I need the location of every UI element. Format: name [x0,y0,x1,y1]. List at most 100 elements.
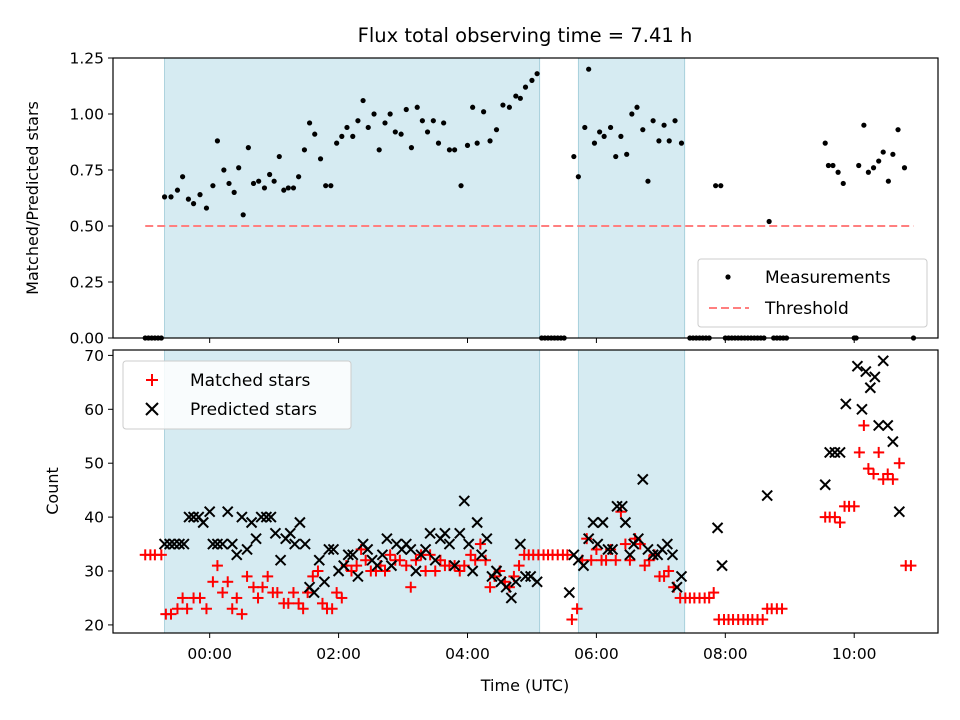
predicted-point [327,543,340,556]
matched-point [177,592,189,604]
predicted-point [222,506,234,518]
measurement-point [529,77,535,83]
measurement-point [210,183,216,189]
predicted-point [284,527,296,539]
predicted-point [490,565,503,577]
predicted-point [203,506,216,518]
predicted-point [207,538,219,550]
predicted-point [563,586,576,599]
measurement-point [312,131,318,137]
measurement-point [221,167,227,173]
matched-point [297,603,309,615]
predicted-point [338,559,350,572]
predicted-point [211,538,224,550]
measurement-point [500,102,506,108]
threshold-legend-label: Threshold [764,299,849,319]
predicted-point [168,538,180,550]
matched-point [312,565,324,577]
measurement-point [830,162,836,169]
measurement-point [629,111,635,117]
matched-point [222,576,234,588]
measurement-point [470,104,476,110]
x-tick-label: 04:00 [445,645,490,663]
measurement-point [481,109,487,115]
predicted-point [877,355,889,367]
predicted-point [265,511,277,523]
predicted-point [531,576,543,588]
measurement-point [323,183,329,189]
count-y-tick-label: 40 [84,509,104,527]
matched-point [624,554,636,566]
measurement-point [876,158,882,164]
measurement-point [387,111,393,117]
predicted-point [675,570,688,583]
measurement-point [513,93,519,99]
measurements-legend-marker [725,274,731,280]
measurement-point [419,118,425,124]
predicted-point [840,398,852,410]
predicted-point [352,570,364,583]
predicted-point [318,576,331,588]
matched-point [757,614,769,626]
measurement-point [408,145,415,151]
predicted-point [347,549,359,561]
matched-point [513,560,525,572]
predicted-point [294,516,306,529]
measurement-point [290,185,297,191]
predicted-point [458,495,470,507]
matched-point [853,446,865,458]
predicted-point [872,419,885,432]
predicted-point [236,511,248,523]
predicted-point [481,532,493,545]
matched-point [873,446,885,458]
matched-point [236,608,248,620]
predicted-point [632,532,645,545]
measurement-point [865,169,871,175]
predicted-point [661,538,674,550]
matched-point [405,581,417,593]
predicted-point [602,543,614,556]
predicted-point [582,532,595,545]
x-tick-label: 02:00 [316,645,361,663]
predicted-point [299,538,311,550]
predicted-point [269,527,282,539]
matched-point [351,560,363,572]
measurement-point [256,178,262,184]
measurement-point [766,218,772,225]
predicted-point [183,511,195,523]
measurement-point [607,124,614,131]
measurement-point [185,196,192,202]
matched-point [561,549,573,561]
predicted-point [869,371,881,383]
matched-point [708,587,720,599]
measurement-point [203,205,210,211]
predicted-point [597,516,609,529]
measurement-point [661,122,667,128]
measurement-point [271,178,277,184]
measurement-point [236,165,242,171]
measurement-point [306,120,313,126]
count-y-tick-label: 60 [84,401,104,419]
measurement-point [355,118,361,124]
predicted-point [475,549,488,561]
matched-point [776,603,788,615]
measurement-point [281,187,287,193]
measurement-point [835,169,841,175]
predicted-point [616,500,628,513]
measurement-point [446,147,453,153]
measurement-point [180,174,186,180]
matched-point [181,603,193,615]
measurement-point [452,147,458,153]
matched-point [474,538,486,550]
predicted-point [385,559,398,572]
predicted-point [510,576,522,588]
measurement-point [296,174,302,180]
matched-point [262,570,274,582]
predicted-point [289,538,301,550]
matched-point [610,554,622,566]
matched-point [171,603,183,615]
matched-point [336,592,348,604]
predicted-point [454,527,466,539]
measurement-point [441,120,447,126]
predicted-point [893,506,906,518]
